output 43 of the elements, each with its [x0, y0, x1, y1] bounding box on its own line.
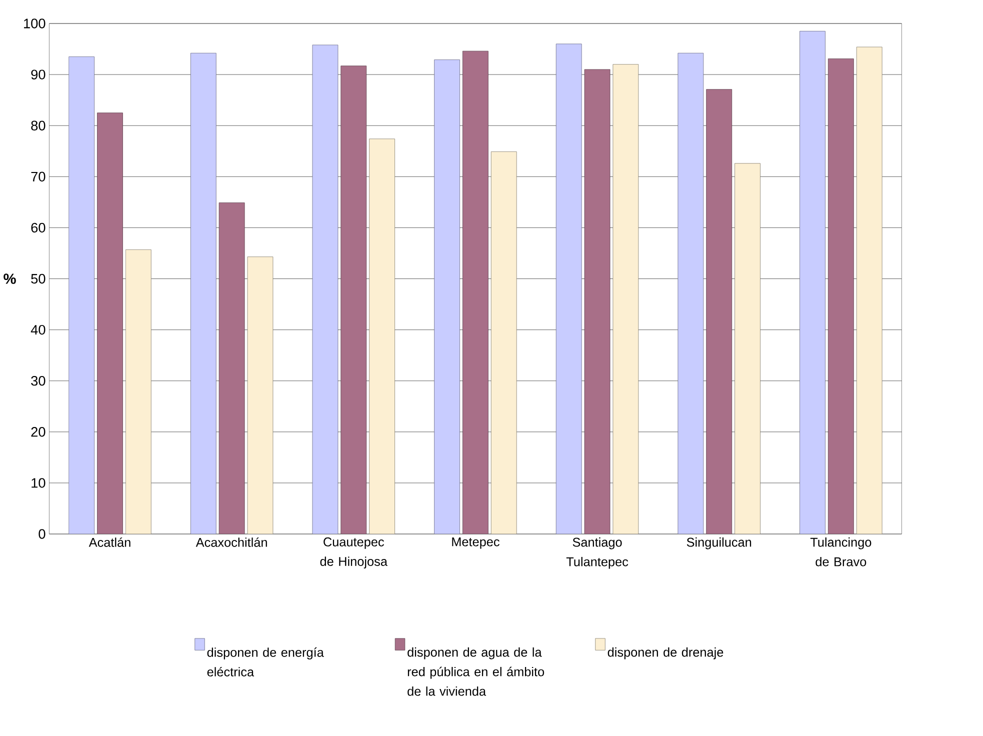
bar — [190, 53, 216, 534]
legend-label: disponen de agua de la red pública en el ámbito de la vivienda — [408, 648, 544, 696]
bar — [218, 202, 245, 534]
x-tick-label: Tulancingo de Bravo — [810, 538, 872, 566]
y-tick-label: 0 — [38, 529, 46, 539]
y-tick-label: 50 — [31, 274, 46, 284]
bar — [490, 152, 517, 534]
y-tick-label: 70 — [31, 172, 46, 182]
y-tick-label: 90 — [31, 70, 46, 80]
y-tick-label: 40 — [30, 325, 46, 335]
bar — [612, 64, 639, 534]
bar — [556, 44, 582, 534]
legend-label: disponen de energía eléctrica — [207, 648, 324, 676]
y-tick-label: 10 — [32, 478, 46, 488]
x-tick-label: Santiago Tulantepec — [566, 538, 628, 569]
y-tick-label: 100 — [24, 18, 46, 28]
bar — [369, 138, 395, 534]
bar — [462, 50, 488, 534]
bar — [828, 58, 854, 534]
bar — [312, 44, 338, 534]
bar — [68, 56, 95, 534]
bar — [97, 112, 123, 534]
bar — [434, 60, 460, 534]
bar — [340, 66, 367, 534]
bar — [678, 53, 704, 534]
bar — [800, 31, 826, 534]
legend-label: disponen de drenaje — [608, 648, 724, 660]
y-tick-label: 20 — [31, 427, 46, 437]
y-axis-title: % — [4, 274, 16, 284]
bar — [734, 163, 760, 534]
y-tick-label: 60 — [31, 222, 46, 233]
bar — [125, 250, 152, 534]
x-tick-label: Cuautepec de Hinojosa — [320, 538, 388, 569]
bar — [856, 46, 882, 534]
bar — [706, 89, 732, 534]
x-tick-label: Acaxochitlán — [196, 538, 267, 547]
x-tick-label: Acatlán — [88, 538, 130, 547]
y-tick-label: 80 — [31, 120, 46, 131]
y-tick-label: 30 — [31, 376, 46, 386]
bar — [247, 256, 274, 534]
x-tick-label: Metepec — [452, 538, 500, 549]
x-tick-label: Singuilucan — [686, 538, 752, 550]
bar — [584, 69, 610, 534]
